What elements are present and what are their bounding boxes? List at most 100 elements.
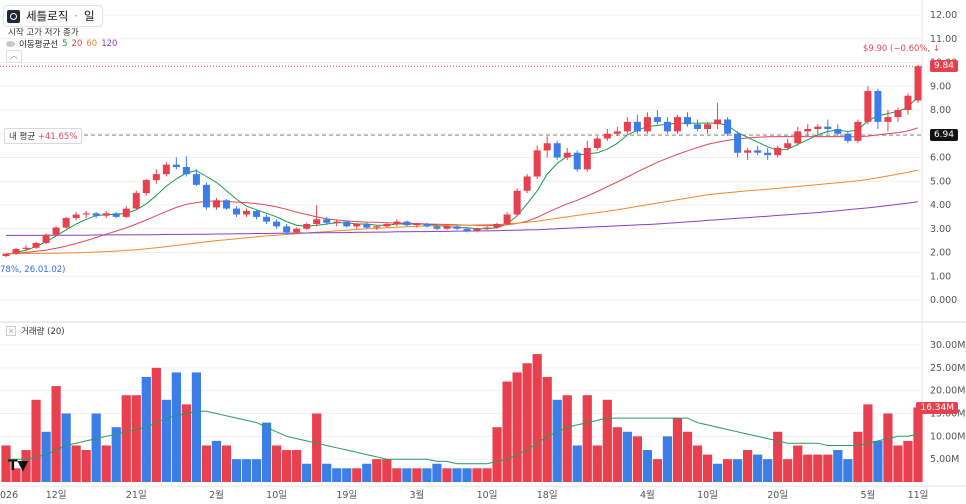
volume-legend[interactable]: × 거래량 (20): [6, 325, 65, 337]
candle-body: [463, 228, 471, 232]
volume-ma-line: [6, 410, 919, 465]
candle-body: [62, 218, 70, 228]
y-tick-label: 15.00M: [930, 409, 965, 420]
x-tick-label: 19일: [336, 490, 357, 501]
y-tick-label: 4.00: [930, 200, 951, 211]
volume-bar: [41, 431, 51, 482]
volume-bar: [352, 468, 362, 482]
volume-bar: [542, 376, 552, 482]
candle-body: [112, 213, 120, 217]
y-tick-label: 10.00M: [930, 431, 965, 442]
volume-bar: [211, 440, 222, 482]
volume-bar: [552, 399, 562, 482]
logo-icon: [7, 9, 20, 23]
candle-body: [52, 227, 60, 235]
candle-body: [533, 150, 541, 177]
volume-bar: [682, 431, 693, 482]
candle-body: [443, 226, 451, 229]
candle-body: [222, 200, 230, 209]
x-tick-label: 4월: [640, 489, 655, 501]
candle-body: [694, 124, 702, 129]
candle-body: [784, 143, 792, 148]
candle-body: [122, 208, 130, 217]
volume-bar: [692, 445, 703, 482]
y-tick-label: 5.00: [930, 176, 951, 187]
candle-body: [92, 213, 100, 216]
candle-body: [904, 95, 912, 110]
y-tick-label: 20.00M: [930, 386, 965, 397]
x-tick-label: 10일: [697, 490, 718, 501]
candle-body: [72, 214, 80, 219]
volume-bar: [722, 459, 733, 482]
volume-bar: [362, 463, 372, 482]
candle-body: [283, 226, 291, 233]
volume-bar: [171, 372, 181, 482]
volume-bar: [312, 413, 322, 482]
candle-body: [202, 184, 210, 208]
candle-body: [42, 234, 50, 243]
candle-body: [623, 121, 631, 132]
candle-body: [343, 221, 351, 227]
candle-body: [844, 133, 852, 141]
close-icon[interactable]: ×: [6, 326, 16, 336]
eye-icon[interactable]: [6, 41, 15, 47]
candle-body: [643, 117, 651, 132]
candle-body: [403, 221, 411, 226]
volume-bar: [642, 450, 653, 482]
candle-body: [102, 213, 110, 216]
volume-label: 거래량 (20): [21, 327, 65, 337]
candle-body: [874, 91, 882, 122]
chevron-up-icon[interactable]: ︿: [6, 50, 22, 63]
candle-body: [333, 221, 341, 223]
volume-bar: [813, 454, 823, 482]
volume-bar: [432, 463, 442, 482]
volume-bar: [662, 436, 673, 482]
x-tick-label: 20일: [767, 490, 788, 501]
candle-body: [232, 208, 241, 215]
candle-body: [243, 210, 251, 215]
candle-body: [663, 121, 671, 132]
volume-bar: [903, 440, 913, 482]
volume-bar: [592, 445, 602, 482]
candle-body: [353, 224, 361, 227]
volume-bar: [502, 381, 512, 482]
volume-bar: [632, 436, 642, 482]
candle-body: [192, 174, 200, 185]
candle-body: [423, 224, 431, 227]
ma-period-5: 5: [62, 39, 68, 49]
volume-bar: [91, 413, 101, 482]
volume-bar: [251, 459, 262, 482]
candle-body: [894, 110, 902, 118]
candle-body: [142, 180, 150, 194]
candle-body: [363, 224, 371, 228]
volume-bar: [201, 445, 212, 482]
volume-bar: [412, 468, 422, 482]
volume-bar: [302, 463, 312, 482]
volume-bar: [492, 427, 502, 482]
volume-bar: [61, 413, 71, 482]
x-tick-label: 21일: [126, 490, 147, 501]
volume-bar: [21, 450, 31, 482]
ma-legend[interactable]: 이동평균선 5 20 60 120: [6, 38, 117, 50]
x-tick-label: 18일: [537, 490, 558, 501]
volume-bar: [672, 418, 683, 482]
candle-body: [653, 117, 661, 122]
volume-bar: [151, 367, 161, 482]
y-tick-label: 30.00M: [930, 340, 965, 351]
volume-bar: [271, 445, 282, 482]
volume-bar: [31, 399, 41, 482]
volume-bar: [382, 459, 392, 482]
volume-bar: [81, 450, 91, 482]
interval-label[interactable]: 일: [83, 9, 95, 23]
volume-bar: [442, 468, 452, 482]
candle-body: [754, 150, 762, 153]
candle-body: [593, 138, 601, 148]
symbol-header[interactable]: 세틀로직 · 일: [3, 5, 103, 27]
volume-bar: [773, 431, 783, 482]
candle-body: [2, 253, 10, 257]
y-tick-label: 25.00M: [930, 363, 965, 374]
y-tick-label: 9.00: [930, 81, 951, 92]
candle-body: [323, 219, 331, 223]
ma-line-ma60: [6, 169, 919, 255]
